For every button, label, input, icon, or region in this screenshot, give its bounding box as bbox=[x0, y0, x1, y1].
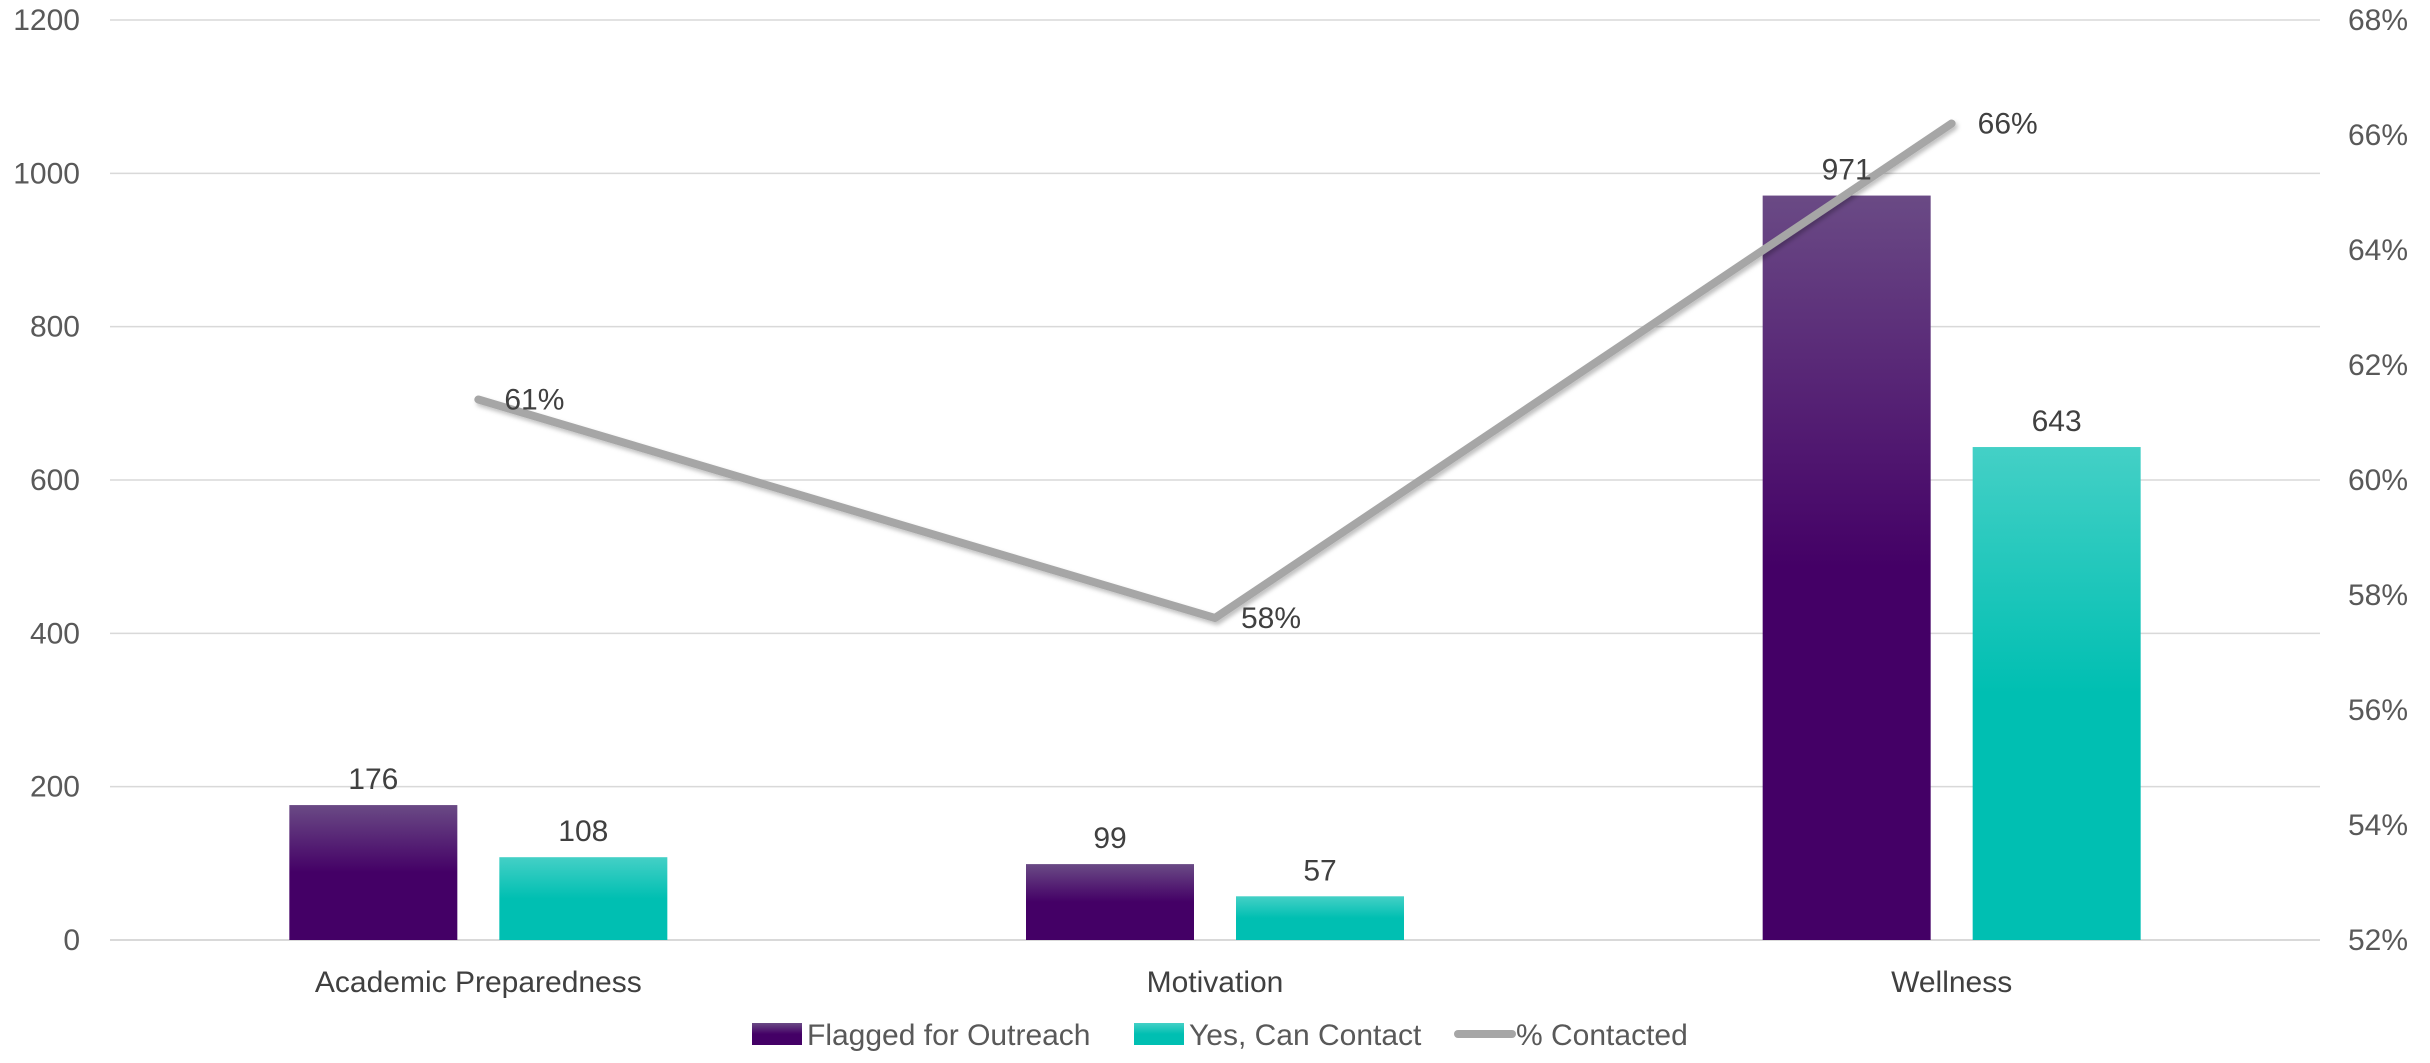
bar bbox=[289, 805, 458, 940]
bar-series bbox=[289, 195, 2141, 941]
category-label: Motivation bbox=[1147, 966, 1284, 999]
category-axis: Academic Preparedness Motivation Wellness bbox=[315, 966, 2012, 999]
data-labels: 176 99 971 108 57 643 61% 58% 66% bbox=[348, 108, 2081, 888]
bar bbox=[1026, 864, 1194, 940]
bar-data-label: 971 bbox=[1822, 154, 1872, 187]
left-tick-label: 400 bbox=[30, 617, 80, 650]
left-y-axis: 0 200 400 600 800 1000 1200 bbox=[13, 4, 80, 957]
left-tick-label: 0 bbox=[63, 924, 80, 957]
bar-data-label: 643 bbox=[2032, 405, 2082, 438]
category-label: Academic Preparedness bbox=[315, 966, 642, 999]
bar bbox=[1972, 447, 2141, 940]
line-series bbox=[474, 119, 1956, 622]
right-y-axis: 52% 54% 56% 58% 60% 62% 64% 66% 68% bbox=[2348, 4, 2408, 957]
left-tick-label: 800 bbox=[30, 311, 80, 344]
left-tick-label: 1000 bbox=[13, 157, 80, 190]
right-tick-label: 56% bbox=[2348, 694, 2408, 727]
legend-label: Flagged for Outreach bbox=[807, 1019, 1091, 1052]
left-tick-label: 1200 bbox=[13, 4, 80, 37]
line-data-label: 58% bbox=[1241, 602, 1301, 635]
legend-swatch bbox=[752, 1023, 802, 1045]
left-tick-label: 600 bbox=[30, 464, 80, 497]
percent-contacted-line bbox=[474, 119, 1956, 622]
right-tick-label: 68% bbox=[2348, 4, 2408, 37]
bar bbox=[1762, 195, 1931, 941]
right-tick-label: 60% bbox=[2348, 464, 2408, 497]
left-tick-label: 200 bbox=[30, 771, 80, 804]
right-tick-label: 58% bbox=[2348, 579, 2408, 612]
right-tick-label: 64% bbox=[2348, 234, 2408, 267]
right-tick-label: 54% bbox=[2348, 809, 2408, 842]
bar bbox=[1236, 896, 1404, 940]
legend-label: Yes, Can Contact bbox=[1189, 1019, 1422, 1052]
right-tick-label: 66% bbox=[2348, 119, 2408, 152]
legend: Flagged for Outreach Yes, Can Contact % Co… bbox=[752, 1019, 1688, 1052]
right-tick-label: 52% bbox=[2348, 924, 2408, 957]
line-data-label: 66% bbox=[1978, 108, 2038, 141]
gridlines bbox=[110, 19, 2320, 941]
legend-swatch bbox=[1134, 1023, 1184, 1045]
line-data-label: 61% bbox=[504, 384, 564, 417]
bar-data-label: 108 bbox=[558, 815, 608, 848]
bar-data-label: 176 bbox=[348, 763, 398, 796]
legend-label: % Contacted bbox=[1516, 1019, 1688, 1052]
bar-data-label: 99 bbox=[1093, 822, 1126, 855]
bar-data-label: 57 bbox=[1303, 854, 1336, 887]
bar bbox=[499, 857, 668, 940]
right-tick-label: 62% bbox=[2348, 349, 2408, 382]
category-label: Wellness bbox=[1891, 966, 2012, 999]
